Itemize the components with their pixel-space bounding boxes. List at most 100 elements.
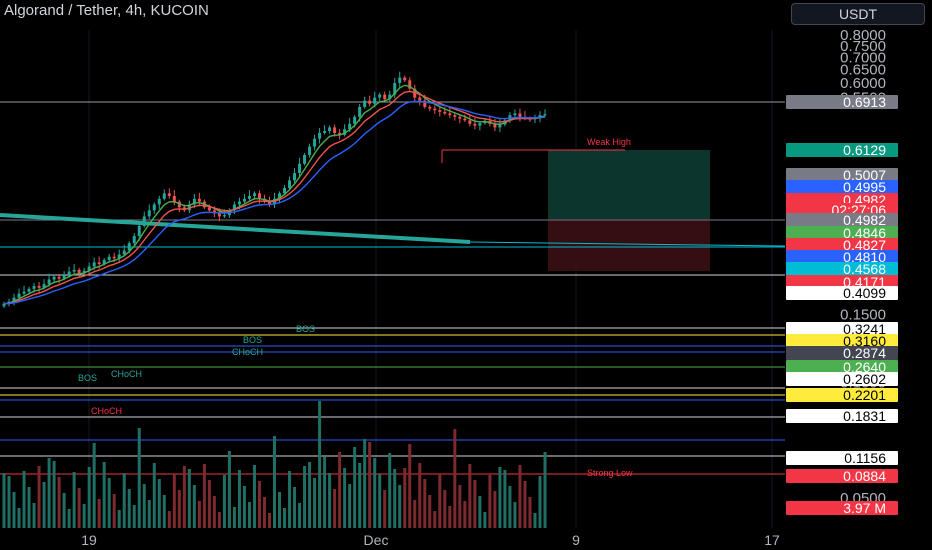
volume-bar (413, 500, 417, 528)
currency-button[interactable]: USDT (791, 3, 925, 25)
candle-body (137, 225, 141, 237)
price-badge: 0.6129 (786, 142, 898, 158)
candle-body (513, 113, 517, 116)
volume-bar (67, 509, 71, 528)
candle-body (443, 111, 447, 114)
volume-bar (42, 482, 46, 528)
volume-bar (37, 466, 41, 528)
volume-bar (428, 495, 432, 528)
volume-bar (403, 468, 407, 528)
price-badge-bg (786, 168, 898, 182)
candle-body (2, 303, 6, 307)
candle-body (127, 243, 131, 251)
candle-body (87, 266, 91, 271)
price-badge-bg (786, 275, 898, 289)
candle-body (403, 77, 407, 81)
candle-body (333, 127, 337, 133)
candle-body (232, 204, 236, 211)
candle-body (303, 154, 307, 164)
price-badge-label: 0.4846 (843, 225, 886, 241)
volume-bar (57, 477, 61, 528)
price-badge-label: 0.5007 (843, 167, 886, 183)
price-badge: 0.4846 (786, 225, 898, 241)
ema-fast-line (3, 84, 546, 305)
volume-bar (242, 486, 246, 528)
volume-bar (408, 444, 412, 528)
candle-body (247, 196, 251, 199)
volume-bar (257, 481, 261, 528)
volume-bar (348, 484, 352, 528)
price-badge: 0.1156 (786, 450, 898, 466)
price-badge: 0.2602 (786, 371, 898, 387)
price-badge: 0.4099 (786, 285, 898, 301)
candle-body (167, 193, 171, 197)
price-badge: 0.6913 (786, 94, 898, 110)
trend-line-extension (469, 241, 786, 247)
chart-annotation: BOS (243, 335, 262, 345)
candle-body (217, 213, 221, 217)
volume-bar (363, 439, 367, 528)
candle-body (473, 123, 477, 126)
price-badge-label: 0.6129 (843, 142, 886, 158)
volume-bar (323, 457, 327, 528)
candle-body (17, 293, 21, 298)
price-badge-bg (786, 334, 898, 348)
volume-bar (523, 481, 527, 528)
candle-body (468, 120, 472, 124)
candle-body (398, 77, 402, 84)
take-profit-zone (548, 150, 710, 219)
volume-bar (538, 476, 542, 528)
candle-body (283, 188, 287, 194)
candle-body (368, 100, 372, 104)
volume-bar (298, 503, 302, 528)
volume-bar (463, 501, 467, 528)
price-badge-bg (786, 322, 898, 336)
candle-body (363, 100, 367, 107)
volume-bar (92, 443, 96, 528)
volume-bar (488, 475, 492, 528)
volume-bar (443, 490, 447, 528)
volume-bar (112, 494, 116, 528)
volume-bar (378, 474, 382, 528)
price-badge-label: 0.4568 (843, 261, 886, 277)
price-badge-label: 0.4995 (843, 179, 886, 195)
chart-annotation: BOS (78, 373, 97, 383)
volume-bar (528, 497, 532, 528)
volume-bar (97, 499, 101, 528)
price-badge: 0.4982 (786, 212, 898, 228)
y-tick-label: 0.1500 (840, 307, 886, 324)
price-badge: 0.4995 (786, 179, 898, 195)
ema-mid-line (3, 90, 546, 305)
price-badge-bg (786, 143, 898, 157)
volume-bar (262, 497, 266, 528)
candle-body (373, 97, 377, 104)
candle-body (112, 256, 116, 259)
candle-body (423, 100, 427, 107)
candle-body (448, 113, 452, 116)
price-badge-bg (786, 372, 898, 386)
volume-bar (2, 473, 6, 528)
volume-bar (293, 487, 297, 528)
candle-body (27, 288, 31, 292)
volume-bar (157, 479, 161, 528)
candle-body (162, 193, 166, 199)
volume-bar (122, 473, 126, 528)
price-badge-bg (786, 501, 898, 515)
candle-body (288, 180, 292, 189)
candle-body (428, 106, 432, 109)
candle-body (32, 285, 36, 289)
candle-body (498, 124, 502, 128)
candle-body (478, 123, 482, 126)
volume-bar (202, 464, 206, 528)
candle-body (107, 256, 111, 260)
volume-bar (313, 478, 317, 528)
price-badge-label: 0.3160 (843, 333, 886, 349)
volume-bar (117, 510, 121, 528)
volume-bar (303, 466, 307, 528)
price-badge-bg (786, 346, 898, 360)
y-tick-label: 0.6500 (840, 62, 886, 79)
volume-bar (308, 462, 312, 528)
price-badge: 0.3160 (786, 333, 898, 349)
volume-bar (328, 473, 332, 528)
